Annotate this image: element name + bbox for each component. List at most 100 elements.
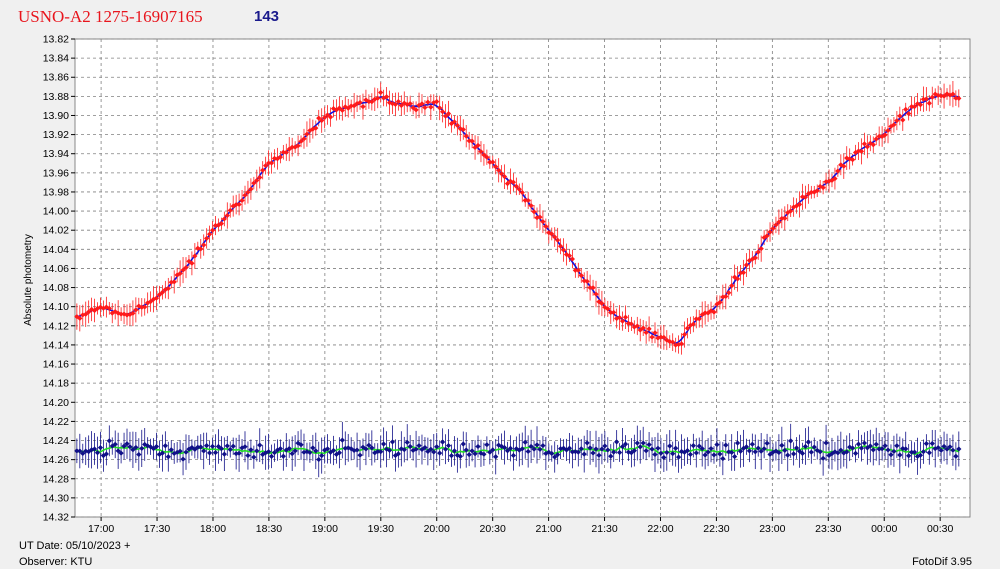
y-tick-label: 14.28 bbox=[43, 473, 69, 485]
data-point bbox=[91, 446, 98, 452]
data-point bbox=[463, 447, 469, 453]
data-point bbox=[560, 445, 567, 451]
data-point bbox=[504, 448, 511, 454]
data-point bbox=[437, 450, 443, 456]
data-point bbox=[699, 312, 705, 318]
data-point bbox=[437, 105, 443, 111]
data-point bbox=[543, 450, 549, 457]
data-point bbox=[407, 101, 413, 107]
data-point bbox=[313, 125, 319, 131]
data-point bbox=[419, 101, 425, 107]
data-point bbox=[298, 138, 304, 144]
data-point bbox=[876, 133, 882, 139]
data-point bbox=[227, 446, 233, 453]
data-point bbox=[737, 270, 744, 276]
data-point bbox=[97, 445, 104, 451]
data-point bbox=[894, 443, 900, 449]
data-point bbox=[655, 445, 661, 451]
data-point bbox=[74, 313, 80, 320]
data-point bbox=[605, 306, 611, 312]
data-point bbox=[661, 334, 667, 340]
data-point bbox=[239, 197, 245, 204]
data-point bbox=[389, 439, 396, 445]
y-tick-label: 14.06 bbox=[43, 263, 69, 275]
data-point bbox=[558, 243, 564, 249]
data-point bbox=[926, 100, 932, 106]
data-point bbox=[844, 155, 850, 161]
data-point bbox=[124, 312, 130, 318]
data-point bbox=[749, 441, 755, 447]
data-point bbox=[401, 447, 407, 453]
data-point bbox=[675, 454, 682, 460]
data-point bbox=[389, 100, 396, 107]
x-tick-label: 17:00 bbox=[88, 523, 114, 535]
data-point bbox=[935, 445, 941, 451]
data-point bbox=[785, 452, 791, 458]
data-point bbox=[900, 117, 906, 123]
data-point bbox=[513, 183, 519, 189]
data-point bbox=[732, 274, 738, 280]
y-tick-label: 13.90 bbox=[43, 110, 69, 122]
data-point bbox=[708, 308, 714, 314]
data-point bbox=[192, 446, 198, 452]
data-point bbox=[844, 449, 850, 455]
data-point bbox=[156, 292, 163, 298]
data-point bbox=[614, 439, 620, 445]
data-point bbox=[758, 448, 764, 454]
data-point bbox=[112, 441, 118, 447]
data-point bbox=[540, 219, 546, 225]
y-tick-label: 14.30 bbox=[43, 492, 69, 504]
data-point bbox=[882, 443, 888, 449]
data-point bbox=[534, 442, 540, 448]
data-point bbox=[740, 270, 747, 276]
data-point bbox=[112, 309, 118, 315]
data-point bbox=[375, 448, 381, 455]
data-point bbox=[799, 450, 806, 456]
data-point bbox=[442, 113, 449, 119]
y-tick-label: 14.14 bbox=[43, 339, 69, 351]
star-title: USNO-A2 1275-16907165 bbox=[18, 7, 203, 26]
data-point bbox=[150, 296, 157, 302]
data-point bbox=[357, 452, 363, 458]
data-point bbox=[457, 453, 463, 459]
data-point bbox=[398, 102, 404, 109]
data-point bbox=[177, 270, 183, 277]
data-point bbox=[195, 444, 201, 450]
data-point bbox=[77, 315, 83, 321]
data-point bbox=[873, 136, 879, 142]
data-point bbox=[746, 257, 752, 264]
data-point bbox=[555, 452, 561, 458]
data-point bbox=[310, 445, 316, 451]
data-point bbox=[265, 449, 272, 455]
data-point bbox=[168, 447, 174, 453]
data-point bbox=[153, 443, 160, 450]
data-point bbox=[472, 451, 478, 457]
data-point bbox=[136, 303, 142, 309]
data-point bbox=[268, 453, 275, 459]
data-point bbox=[681, 331, 688, 338]
data-point bbox=[496, 442, 502, 448]
data-point bbox=[776, 219, 782, 225]
data-point bbox=[354, 447, 360, 453]
x-tick-label: 22:30 bbox=[703, 523, 729, 535]
data-point bbox=[198, 444, 204, 450]
data-point bbox=[649, 446, 655, 452]
data-point bbox=[268, 160, 275, 166]
data-point bbox=[466, 138, 472, 144]
data-point bbox=[257, 174, 263, 181]
data-point bbox=[782, 215, 788, 221]
data-point bbox=[372, 450, 378, 456]
data-point bbox=[732, 453, 738, 460]
data-point bbox=[283, 149, 289, 155]
data-point bbox=[835, 450, 841, 456]
data-point bbox=[658, 450, 664, 456]
data-point bbox=[395, 451, 401, 457]
data-point bbox=[820, 184, 826, 191]
data-point bbox=[796, 448, 803, 454]
y-tick-label: 14.10 bbox=[43, 301, 69, 313]
y-tick-label: 14.02 bbox=[43, 225, 69, 237]
data-point bbox=[499, 171, 505, 177]
data-point bbox=[720, 456, 726, 462]
y-tick-label: 13.88 bbox=[43, 91, 69, 103]
